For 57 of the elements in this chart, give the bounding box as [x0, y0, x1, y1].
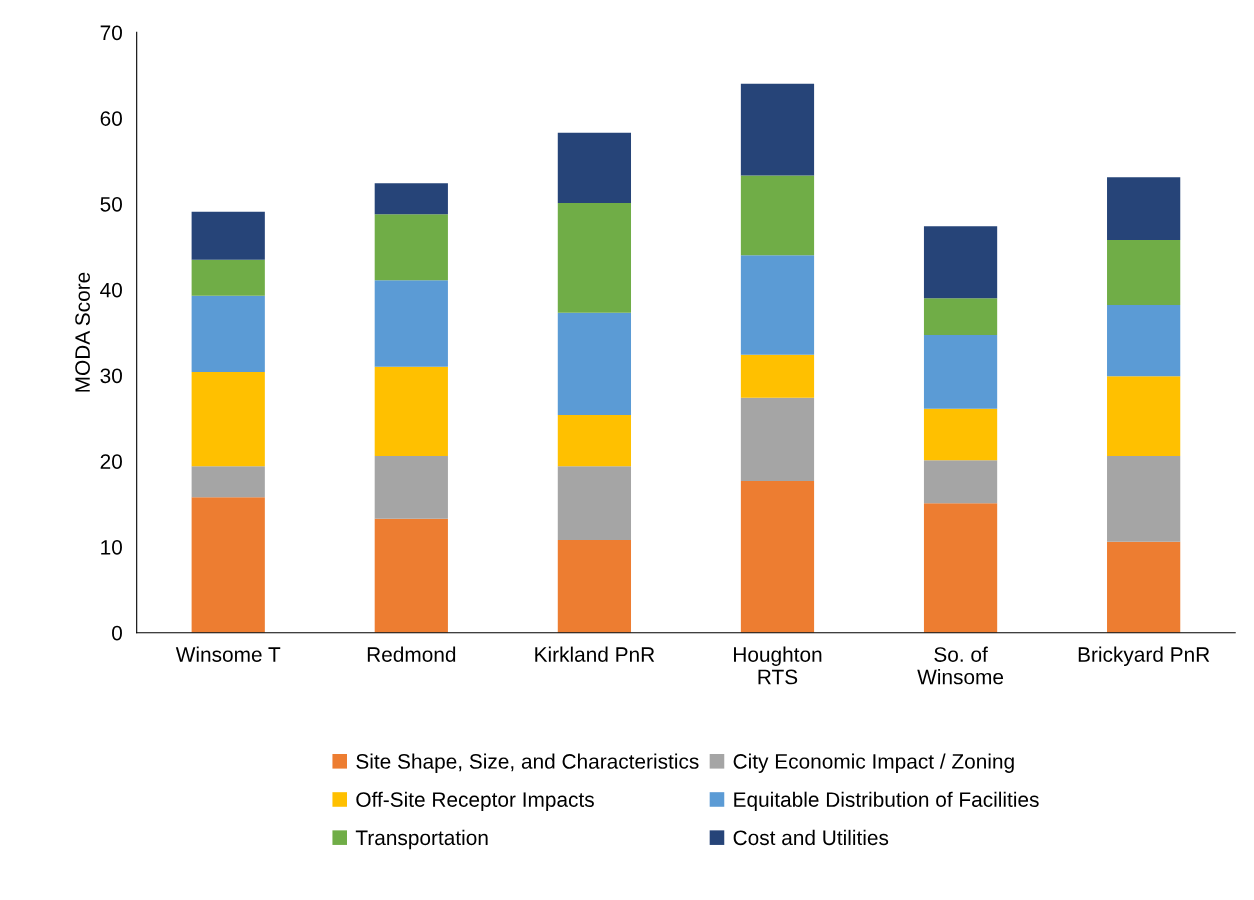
- legend-label: Off-Site Receptor Impacts: [356, 791, 594, 812]
- bar: [557, 312, 632, 415]
- bar: [1107, 541, 1181, 633]
- x-tick-label: Houghton RTS: [734, 646, 822, 685]
- y-tick-label: 70: [100, 25, 122, 41]
- bar: [557, 466, 632, 541]
- bar: [191, 372, 265, 467]
- y-tick-label: 60: [100, 111, 122, 126]
- legend-label: Transportation: [355, 829, 488, 850]
- bar: [374, 183, 448, 215]
- bar: [557, 132, 632, 204]
- y-tick-label: 40: [100, 282, 122, 298]
- bar: [191, 466, 265, 498]
- bar: [374, 214, 448, 281]
- bar: [923, 226, 998, 299]
- bar: [1107, 456, 1181, 542]
- x-tick-label: Brickyard PnR: [1078, 646, 1210, 667]
- bar: [923, 408, 998, 461]
- bar: [740, 175, 815, 256]
- bar: [923, 298, 998, 336]
- y-tick-label: 50: [100, 196, 122, 212]
- bar: [557, 414, 632, 467]
- legend-label: City Economic Impact / Zoning: [733, 753, 1014, 773]
- y-tick-label: 30: [100, 368, 122, 384]
- x-tick-label: Winsome T: [175, 646, 281, 662]
- legend-label: Cost and Utilities: [733, 829, 889, 846]
- x-tick-label: So. of Winsome: [917, 646, 1004, 685]
- bar: [374, 456, 448, 519]
- legend-label: Equitable Distribution of Facilities: [734, 791, 1039, 812]
- bar: [557, 203, 632, 313]
- bar: [1107, 239, 1181, 306]
- bar: [374, 366, 448, 457]
- bar: [557, 540, 632, 633]
- bar: [740, 83, 815, 176]
- y-axis-title: MODA Score: [75, 272, 90, 392]
- bar: [923, 335, 998, 409]
- bar: [1107, 376, 1181, 457]
- bar: [1107, 305, 1181, 377]
- bar: [191, 211, 265, 260]
- y-tick-label: 20: [100, 454, 122, 469]
- y-tick-label: 10: [101, 539, 122, 555]
- x-tick-label: Redmond: [367, 646, 456, 662]
- bar: [191, 295, 265, 372]
- bar: [374, 518, 448, 633]
- y-tick-label: 0: [112, 625, 122, 641]
- bar: [740, 354, 815, 398]
- bar: [740, 480, 815, 633]
- bar: [740, 397, 815, 481]
- bar: [740, 255, 815, 355]
- bar: [191, 497, 265, 633]
- x-tick-label: Kirkland PnR: [535, 646, 655, 662]
- bar: [1107, 177, 1181, 240]
- bar: [923, 503, 998, 633]
- bar: [374, 280, 448, 367]
- legend-label: Site Shape, Size, and Characteristics: [356, 753, 699, 773]
- bar: [923, 460, 998, 504]
- bar: [191, 259, 265, 296]
